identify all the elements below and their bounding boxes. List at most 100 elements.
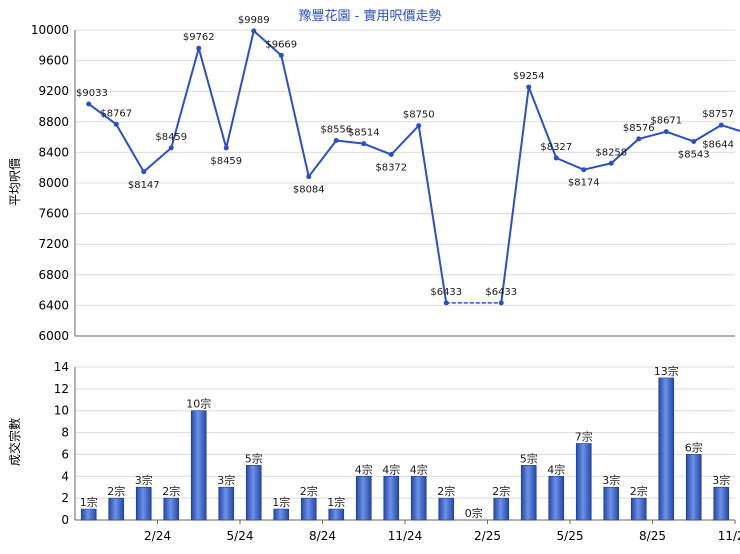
count-bar [273,508,290,521]
price-data-label: $9033 [76,88,108,99]
price-point [113,121,119,127]
count-data-label: 7宗 [575,430,593,444]
price-line-segment [280,54,310,178]
month-tick-label: 8/24 [309,529,336,543]
price-data-label: $8750 [403,110,435,121]
price-tick-label: 6000 [38,329,69,343]
price-point [663,129,669,135]
count-bar [658,377,675,521]
count-axis-label: 成交宗數 [7,418,22,466]
price-data-label: $8757 [702,109,734,120]
price-point [333,137,339,143]
month-tick-label: 11/24 [388,529,423,543]
price-data-label: $8084 [293,185,325,196]
count-data-label: 2宗 [437,484,455,498]
month-tick-label: 2/24 [144,529,171,543]
count-bar [108,497,125,521]
price-tick-label: 6800 [38,268,69,282]
count-bar [520,465,537,521]
month-tick-label: 8/25 [639,529,666,543]
price-data-label: $9989 [238,15,270,26]
count-data-label: 4宗 [382,462,400,476]
price-data-label: $8767 [100,108,132,119]
count-data-label: 2宗 [492,484,510,498]
count-bar [630,497,647,521]
count-bar [163,497,180,521]
price-point [636,136,642,142]
price-line-segment [637,130,668,140]
count-data-label: 5宗 [245,451,263,465]
count-bar [575,443,592,521]
price-point [278,52,284,58]
count-bar [190,410,207,521]
count-bar [355,475,372,521]
price-data-label: $8147 [128,180,160,191]
price-data-label: $8556 [320,124,352,135]
price-point [691,138,697,144]
price-line-segment [417,124,448,304]
price-point [416,123,422,129]
price-tick-label: 8800 [38,115,69,129]
price-line-segment [390,124,420,156]
count-bar [383,475,400,521]
price-line-segment [692,124,723,143]
price-tick-label: 9200 [38,84,69,98]
count-data-label: 5宗 [520,451,538,465]
price-point [251,28,257,34]
price-data-label: $9669 [265,39,297,50]
count-data-label: 1宗 [327,495,345,509]
count-tick-label: 14 [54,360,69,374]
count-tick-label: 4 [61,469,69,483]
price-line-segment [610,137,640,165]
price-tick-label: 9600 [38,54,69,68]
count-data-label: 3宗 [217,473,235,487]
price-point [388,152,394,158]
count-tick-label: 0 [61,513,69,527]
price-tick-label: 7600 [38,207,69,221]
price-point [196,45,202,51]
price-line-segment [500,86,530,304]
price-line-segment [170,47,200,149]
count-bar [300,497,317,521]
price-data-label: $8514 [348,128,380,139]
count-bar [603,486,620,521]
count-data-label: 4宗 [547,462,565,476]
price-line-segment [665,130,695,143]
count-data-label: 10宗 [186,397,211,411]
price-point [141,169,147,175]
price-line-segment [225,29,255,149]
price-point [526,84,532,90]
count-bar [493,497,510,521]
price-line-segment [335,139,365,145]
price-point [361,141,367,147]
price-data-label: $8644 [702,140,734,151]
count-tick-label: 12 [54,382,69,396]
count-tick-label: 8 [61,426,69,440]
month-tick-label: 5/24 [227,529,254,543]
count-data-label: 0宗 [465,506,483,520]
price-axis-label: 平均呎價 [8,158,22,206]
price-data-label: $9762 [183,32,215,43]
price-data-label: $8372 [375,163,407,174]
count-bar [328,508,345,521]
count-data-label: 2宗 [300,484,318,498]
count-tick-label: 2 [61,491,69,505]
price-point [443,300,449,306]
count-data-label: 2宗 [162,484,180,498]
count-bar [438,497,455,521]
price-tick-label: 6400 [38,298,69,312]
price-tick-label: 8400 [38,145,69,159]
count-bar [713,486,730,521]
price-point [608,160,614,166]
count-bar [410,475,427,521]
count-data-label: 13宗 [654,364,679,378]
price-data-label: $8459 [210,156,242,167]
price-data-label: $8576 [623,123,655,134]
price-data-label: $8459 [155,132,187,143]
count-data-label: 6宗 [685,440,703,454]
price-point [223,145,229,151]
chart-title: 豫豐花園 - 實用呎價走勢 [299,8,442,24]
price-data-label: $9254 [513,71,545,82]
